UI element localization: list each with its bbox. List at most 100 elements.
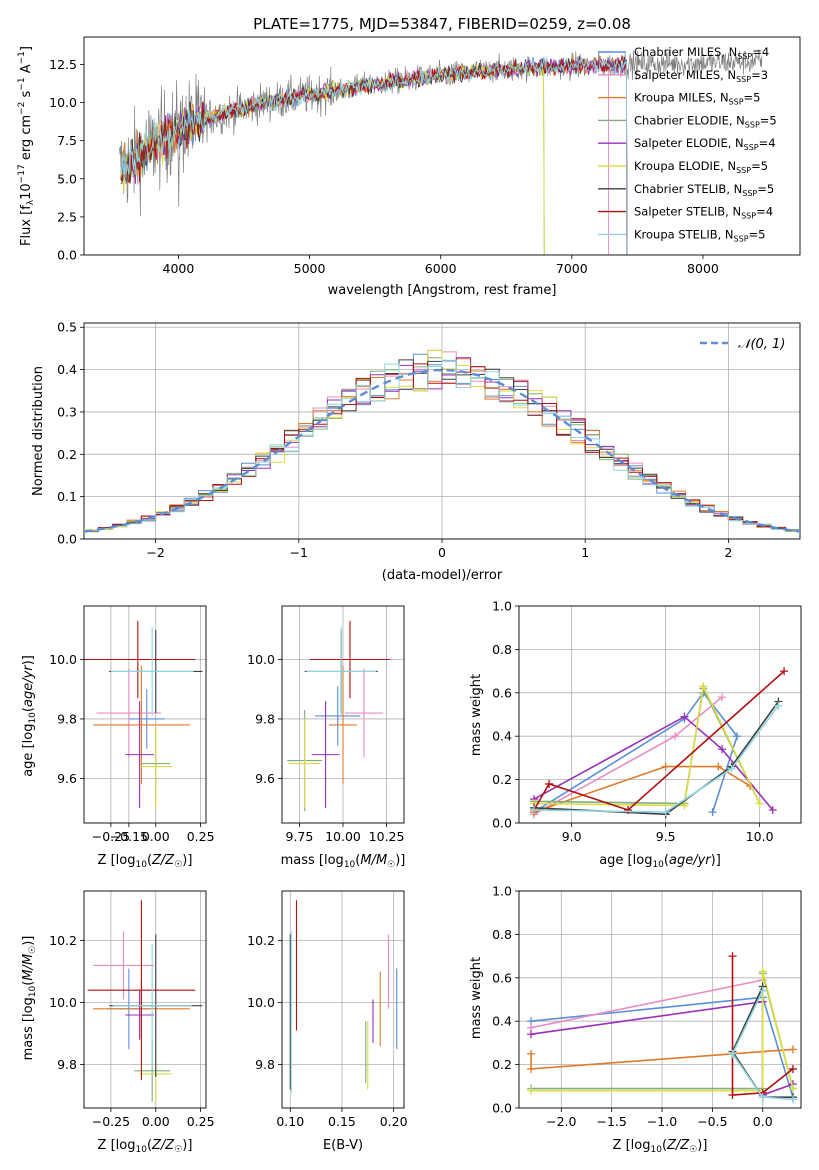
mass-z-xlabel: Z [log10(Z/Z☉)] [98,1138,193,1155]
y-tick-label: 0.2 [492,772,512,787]
residuals-axes: −2 −1 0 1 2 0.0 0.1 0.2 0.3 0.4 0.5 [57,320,801,560]
x-tick-label: 9.75 [286,829,314,844]
y-tick-label: 0.4 [57,362,77,377]
axes-frame [281,890,405,1109]
spectrum-ylabel: Flux [fλ10−17 erg cm−2 s−1 A−1] [17,46,36,246]
x-tick-label: 6000 [425,261,457,276]
legend-count: =3 [751,68,768,82]
legend-label: Kroupa MILES, NSSP=5 [634,91,760,107]
x-tick-label: 0.25 [187,829,215,844]
legend-sub: SSP [737,52,752,61]
weight-line [533,683,761,807]
mass-vs-EBV-panel: 0.10 0.15 0.20 9.8 10.0 10.2 [247,890,408,1129]
panel-marks [87,900,203,1102]
mass-vs-Z-panel: −0.25 0.00 0.25 9.8 10.0 10.2 [49,890,215,1129]
y-tick-label: 9.6 [57,771,77,786]
plus-marker [788,1045,797,1054]
x-tick-label: −0.25 [92,829,130,844]
legend-count: =4 [759,136,776,150]
weight-line [533,696,723,815]
spectrum-lines [119,49,763,255]
axes-frame [83,890,207,1109]
plus-marker [680,801,689,810]
spectrum-panel: 4000 5000 6000 7000 8000 0.0 2.5 5.0 7.5 10.0 12.5… [17,36,801,298]
x-tick-label: 0.00 [142,1114,170,1129]
y-tick-label: 0.0 [492,1101,512,1116]
model-spectrum [120,61,545,255]
weight-z-ylabel: mass weight [469,957,484,1039]
y-tick-label: 0.8 [492,642,512,657]
residuals-xlabel: (data-model)/error [382,568,503,583]
x-tick-label: −0.25 [92,1114,130,1129]
y-tick-label: 0.0 [57,532,77,547]
spectrum-axes: 4000 5000 6000 7000 8000 0.0 2.5 5.0 7.5 10.0 12.5 [49,36,801,276]
age-z-ylabel: age [log10(age/yr)] [21,655,38,777]
spectrum-xlabel: wavelength [Angstrom, rest frame] [328,283,557,298]
y-tick-label: 0.0 [57,248,77,263]
y-tick-label: 10.2 [49,933,77,948]
weight-line [731,956,794,1096]
weight-line [530,1048,793,1070]
weight-age-ylabel: mass weight [469,674,484,756]
plus-marker [530,805,539,814]
x-tick-label: 9.0 [562,829,582,844]
legend-count: =4 [752,45,769,59]
plus-marker [661,762,670,771]
plus-marker [780,667,789,676]
plus-marker [727,764,736,773]
plus-marker [758,967,767,976]
axes-frame [83,322,801,540]
weight-line [533,765,751,813]
plus-marker [661,808,670,817]
age-mass-xlabel: mass [log10(M/M☉)] [281,853,406,870]
legend-label: Salpeter ELODIE, NSSP=4 [634,136,776,152]
panel-marks [527,952,797,1104]
age-vs-mass-panel: 9.75 10.00 10.25 9.6 9.8 10.0 [247,605,405,844]
weight-line [533,670,785,811]
y-tick-label: 0.2 [492,1057,512,1072]
x-tick-label: 10.00 [325,829,361,844]
weight-vs-Z-panel: −2.0 −1.5 −1.0 −0.5 0.0 0.0 0.2 0.4 0.6 0.8 1.0 [492,884,802,1129]
age-z-xlabel: Z [log10(Z/Z☉)] [98,853,193,870]
axes-frame [518,605,802,824]
plus-marker [527,1030,536,1039]
y-tick-label: 7.5 [57,133,77,148]
plus-marker [768,805,777,814]
y-tick-label: 9.8 [57,1057,77,1072]
y-tick-label: 12.5 [49,57,77,72]
weight-age-xlabel: age [log10(age/yr)] [599,853,721,870]
plus-marker [728,1090,737,1099]
weight-line [531,971,794,1092]
panel-marks [530,667,789,819]
x-tick-label: 10.25 [369,829,405,844]
legend-count: =5 [744,91,761,105]
x-tick-label: 0.15 [328,1114,356,1129]
legend-sub: SSP [736,75,751,84]
figure-title: PLATE=1775, MJD=53847, FIBERID=0259, z=0… [253,15,631,33]
axes-frame [518,890,802,1109]
legend-sub: SSP [744,143,759,152]
y-tick-label: 9.8 [255,1057,275,1072]
x-tick-label: 2 [724,545,732,560]
weight-line [533,715,774,811]
legend-count: =5 [751,159,768,173]
parameter-panels: −0.25−0.150.00 0.259.69.810.09.75 10.00 10.… [49,599,802,1129]
y-tick-label: 1.0 [492,599,512,614]
hist-clip-group [84,349,800,534]
plus-marker [788,1064,797,1073]
x-tick-label: 1 [581,545,589,560]
y-tick-label: 0.6 [492,685,512,700]
residuals-ylabel: Normed distribution [31,366,46,496]
y-tick-label: 0.5 [57,320,77,335]
y-tick-label: 0.4 [492,729,512,744]
spectrum-legend: Chabrier MILES, NSSP=4 Salpeter MILES, NS… [598,45,777,243]
y-tick-label: 10.0 [247,995,275,1010]
y-tick-label: 9.6 [255,771,275,786]
x-tick-label: 0.25 [187,1114,215,1129]
plus-marker [527,1064,536,1073]
legend-label: Salpeter STELIB, NSSP=4 [634,205,773,221]
legend-label: Kroupa STELIB, NSSP=5 [634,227,765,243]
legend-sub: SSP [742,189,757,198]
y-tick-label: 0.8 [492,927,512,942]
